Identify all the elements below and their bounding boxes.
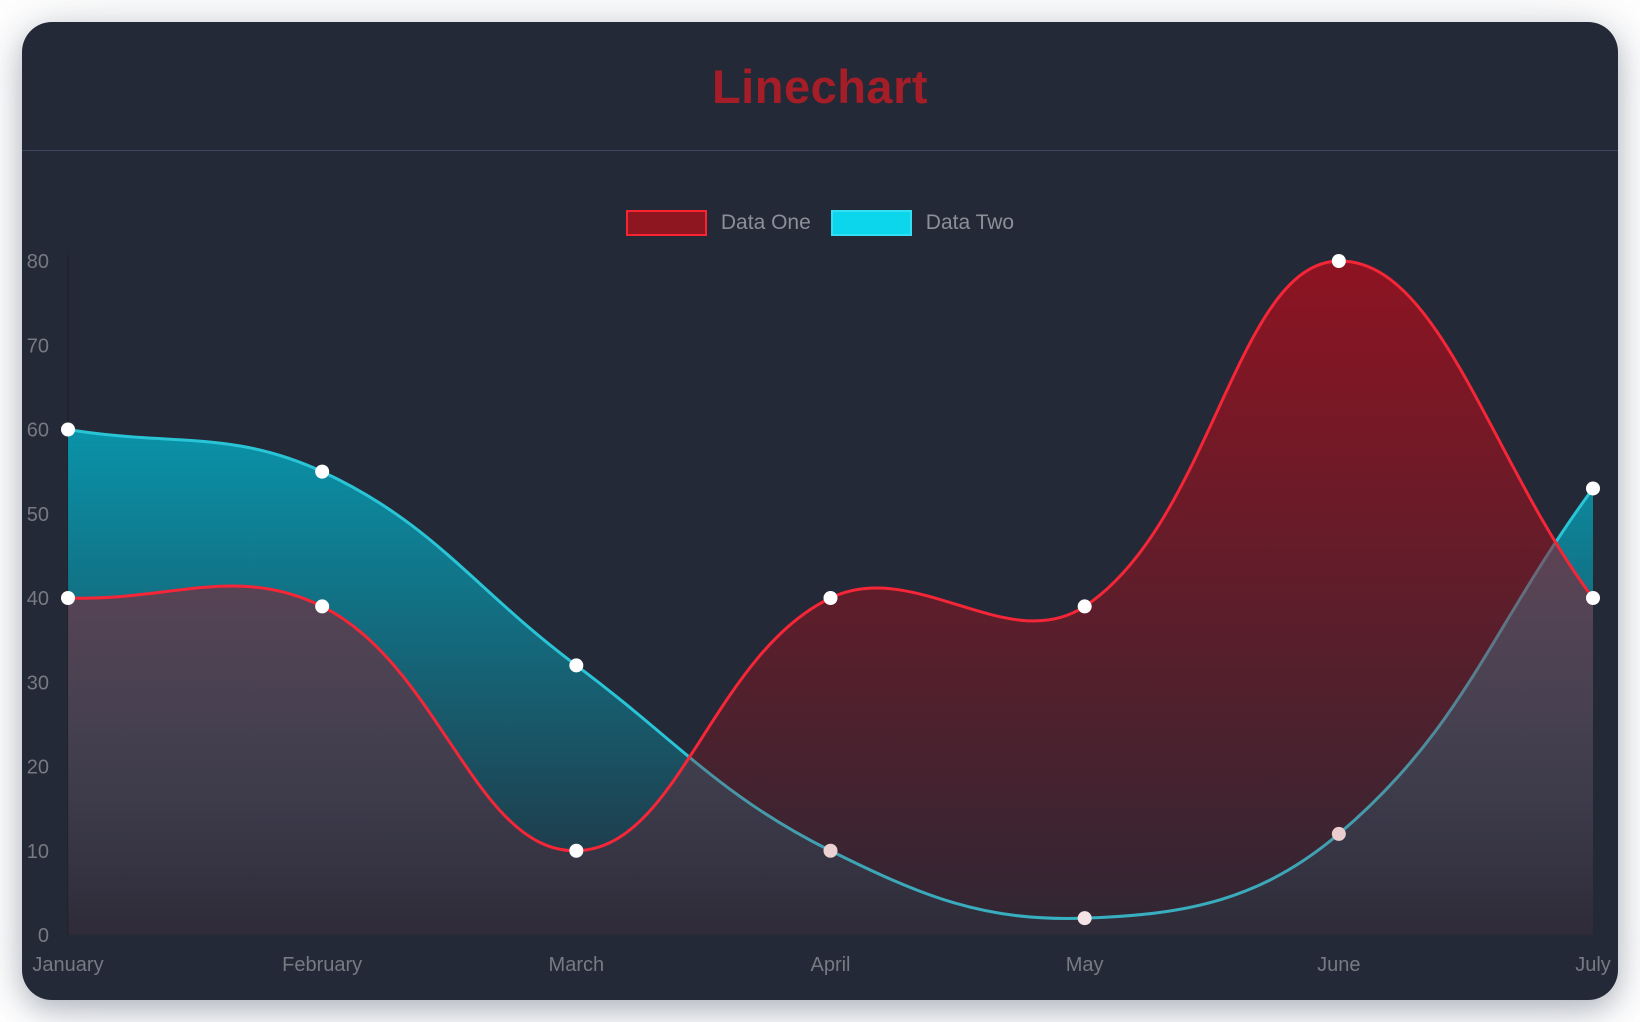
x-tick-label: February — [282, 954, 362, 976]
data-point-data-one[interactable] — [569, 843, 584, 858]
legend-label-data-one: Data One — [720, 211, 811, 234]
y-tick-label: 60 — [27, 420, 49, 442]
y-tick-label: 40 — [27, 588, 49, 610]
legend-swatch-data-two — [830, 210, 912, 236]
line-data-one — [66, 259, 1595, 853]
y-tick-label: 80 — [27, 251, 49, 273]
legend-swatch-data-one — [625, 210, 707, 236]
x-tick-label: July — [1575, 954, 1611, 976]
data-point-data-one[interactable] — [315, 599, 330, 614]
x-tick-label: March — [549, 954, 605, 976]
y-tick-label: 30 — [27, 672, 49, 694]
legend-label-data-two: Data Two — [925, 211, 1015, 234]
x-tick-label: April — [810, 954, 850, 976]
data-point-data-one[interactable] — [823, 591, 838, 605]
x-tick-label: January — [32, 954, 103, 976]
y-tick-label: 50 — [27, 504, 49, 526]
data-point-data-one[interactable] — [1331, 254, 1346, 268]
legend: Data One Data Two — [22, 210, 1618, 236]
page-title: Linechart — [711, 59, 929, 113]
line-chart[interactable]: 0 10 20 30 40 50 60 70 80 January February March Apr… — [22, 22, 1618, 1000]
data-point-data-one[interactable] — [1586, 591, 1600, 605]
data-point-data-one[interactable] — [61, 591, 75, 605]
legend-item-data-one[interactable]: Data One — [625, 210, 811, 236]
header-divider — [22, 150, 1618, 151]
area-data-one — [68, 260, 1593, 935]
data-point-data-two[interactable] — [315, 464, 330, 479]
x-tick-label: May — [1066, 954, 1104, 976]
data-point-data-two[interactable] — [61, 422, 75, 437]
y-tick-label: 20 — [27, 757, 49, 779]
x-tick-label: June — [1317, 954, 1360, 976]
y-tick-label: 10 — [27, 841, 49, 863]
chart-card: 0 10 20 30 40 50 60 70 80 January February March Apr… — [22, 22, 1618, 1000]
legend-item-data-two[interactable]: Data Two — [830, 210, 1015, 236]
y-tick-label: 0 — [38, 925, 49, 947]
data-point-data-two[interactable] — [1586, 481, 1600, 496]
y-tick-label: 70 — [27, 335, 49, 357]
data-point-data-one[interactable] — [1077, 599, 1092, 614]
data-point-data-two[interactable] — [569, 658, 584, 673]
card-header: Linechart — [22, 22, 1618, 150]
